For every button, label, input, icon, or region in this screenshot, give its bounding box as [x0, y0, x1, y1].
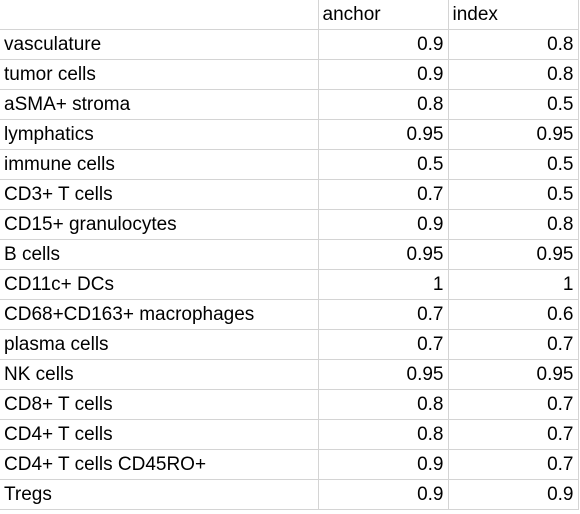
row-label-cell[interactable]: CD4+ T cells CD45RO+ [0, 449, 319, 480]
row-label-cell[interactable]: vasculature [0, 29, 319, 60]
index-value-cell[interactable]: 0.7 [447, 389, 579, 420]
table-row: immune cells 0.5 0.5 [0, 149, 579, 180]
table-row: tumor cells 0.9 0.8 [0, 59, 579, 90]
index-value-cell[interactable]: 0.7 [447, 329, 579, 360]
table-row: NK cells 0.95 0.95 [0, 359, 579, 390]
row-label-cell[interactable]: CD8+ T cells [0, 389, 319, 420]
table-row: aSMA+ stroma 0.8 0.5 [0, 89, 579, 120]
row-label-cell[interactable]: CD15+ granulocytes [0, 209, 319, 240]
row-label-cell[interactable]: aSMA+ stroma [0, 89, 319, 120]
anchor-value-cell[interactable]: 0.9 [317, 449, 449, 480]
anchor-value-cell[interactable]: 0.95 [317, 119, 449, 150]
index-value-cell[interactable]: 0.5 [447, 149, 579, 180]
row-label-cell[interactable]: CD3+ T cells [0, 179, 319, 210]
anchor-value-cell[interactable]: 0.9 [317, 29, 449, 60]
table-row: plasma cells 0.7 0.7 [0, 329, 579, 360]
anchor-value-cell[interactable]: 0.9 [317, 59, 449, 90]
table-row: lymphatics 0.95 0.95 [0, 119, 579, 150]
index-value-cell[interactable]: 0.7 [447, 449, 579, 480]
table-row: CD11c+ DCs 1 1 [0, 269, 579, 300]
table-row: CD3+ T cells 0.7 0.5 [0, 179, 579, 210]
row-label-cell[interactable]: B cells [0, 239, 319, 270]
row-label-cell[interactable]: Tregs [0, 479, 319, 510]
index-value-cell[interactable]: 0.8 [447, 29, 579, 60]
anchor-value-cell[interactable]: 1 [317, 269, 449, 300]
anchor-value-cell[interactable]: 0.95 [317, 239, 449, 270]
anchor-value-cell[interactable]: 0.7 [317, 329, 449, 360]
anchor-value-cell[interactable]: 0.95 [317, 359, 449, 390]
table-row: B cells 0.95 0.95 [0, 239, 579, 270]
table-row: CD8+ T cells 0.8 0.7 [0, 389, 579, 420]
row-label-cell[interactable]: tumor cells [0, 59, 319, 90]
anchor-value-cell[interactable]: 0.8 [317, 419, 449, 450]
row-label-cell[interactable]: CD11c+ DCs [0, 269, 319, 300]
row-label-cell[interactable]: lymphatics [0, 119, 319, 150]
index-value-cell[interactable]: 0.5 [447, 89, 579, 120]
index-value-cell[interactable]: 0.95 [447, 119, 579, 150]
index-value-cell[interactable]: 0.8 [447, 209, 579, 240]
index-value-cell[interactable]: 1 [447, 269, 579, 300]
row-label-cell[interactable]: NK cells [0, 359, 319, 390]
index-value-cell[interactable]: 0.8 [447, 59, 579, 90]
anchor-value-cell[interactable]: 0.9 [317, 209, 449, 240]
table-row: CD15+ granulocytes 0.9 0.8 [0, 209, 579, 240]
table-row: CD4+ T cells CD45RO+ 0.9 0.7 [0, 449, 579, 480]
anchor-value-cell[interactable]: 0.8 [317, 389, 449, 420]
row-label-cell[interactable]: CD4+ T cells [0, 419, 319, 450]
header-cell-anchor[interactable]: anchor [317, 0, 449, 30]
index-value-cell[interactable]: 0.5 [447, 179, 579, 210]
header-cell-blank[interactable] [0, 0, 319, 30]
anchor-value-cell[interactable]: 0.9 [317, 479, 449, 510]
header-row: anchor index [0, 0, 579, 30]
table-row: Tregs 0.9 0.9 [0, 479, 579, 510]
index-value-cell[interactable]: 0.7 [447, 419, 579, 450]
table-row: CD68+CD163+ macrophages 0.7 0.6 [0, 299, 579, 330]
row-label-cell[interactable]: CD68+CD163+ macrophages [0, 299, 319, 330]
row-label-cell[interactable]: plasma cells [0, 329, 319, 360]
anchor-value-cell[interactable]: 0.8 [317, 89, 449, 120]
index-value-cell[interactable]: 0.9 [447, 479, 579, 510]
index-value-cell[interactable]: 0.95 [447, 239, 579, 270]
table-row: CD4+ T cells 0.8 0.7 [0, 419, 579, 450]
row-label-cell[interactable]: immune cells [0, 149, 319, 180]
table-row: vasculature 0.9 0.8 [0, 29, 579, 60]
header-cell-index[interactable]: index [447, 0, 579, 30]
anchor-value-cell[interactable]: 0.7 [317, 299, 449, 330]
anchor-value-cell[interactable]: 0.7 [317, 179, 449, 210]
index-value-cell[interactable]: 0.6 [447, 299, 579, 330]
index-value-cell[interactable]: 0.95 [447, 359, 579, 390]
anchor-value-cell[interactable]: 0.5 [317, 149, 449, 180]
